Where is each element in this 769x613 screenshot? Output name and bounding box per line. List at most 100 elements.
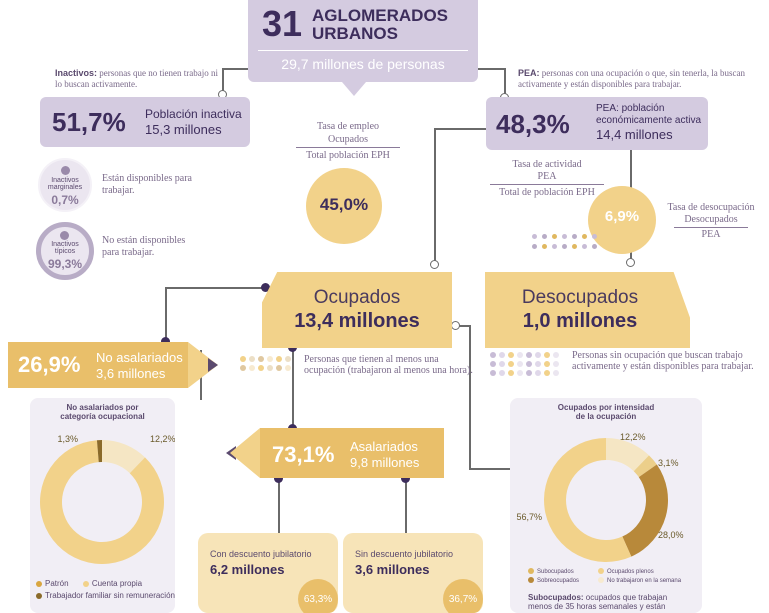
intensidad-footnote: Subocupados: ocupados que trabajan menos… xyxy=(528,593,693,611)
grid-dot xyxy=(542,244,547,249)
pea-label-line3: 14,4 millones xyxy=(596,127,673,142)
tasa-actividad: Tasa de actividad PEA Total de población… xyxy=(488,158,606,199)
grid-dot xyxy=(490,361,496,367)
tipicos-percent: 99,3% xyxy=(47,257,83,271)
grid-dot xyxy=(562,244,567,249)
fraction-line xyxy=(490,184,604,185)
no-asalariados-panel-title-2: categoría ocupacional xyxy=(60,412,145,421)
marginales-label-2: marginales xyxy=(47,184,83,191)
donut-slice xyxy=(633,455,657,478)
inactivos-definition-text: personas que no tienen trabajo ni lo bus… xyxy=(55,68,218,89)
header-title-line1: AGLOMERADOS xyxy=(312,6,448,25)
con-descuento-box: Con descuento jubilatorio 6,2 millones 6… xyxy=(198,533,338,613)
intensidad-donut: 12,2% 3,1% 28,0% 56,7% xyxy=(516,432,684,562)
no-asalariados-panel-title-1: No asalariados por xyxy=(66,403,139,412)
grid-dot xyxy=(508,361,514,367)
sin-descuento-circle: 36,7% xyxy=(443,579,483,613)
tasa-desocupacion-value: 6,9% xyxy=(604,208,640,225)
fraction-line xyxy=(296,147,400,148)
grid-dot xyxy=(490,352,496,358)
sin-descuento-title: Sin descuento jubilatorio xyxy=(355,549,454,559)
no-asalariados-legend: Patrón Cuenta propia Trabajador familiar… xyxy=(36,578,176,602)
grid-dot xyxy=(532,234,537,239)
intensidad-panel-title-2: de la ocupación xyxy=(575,412,637,421)
legend-swatch xyxy=(598,577,604,584)
marginales-circle: Inactivos marginales 0,7% xyxy=(38,158,92,212)
grid-dot xyxy=(535,352,541,358)
connector-dot xyxy=(401,474,410,483)
grid-dot xyxy=(499,370,505,376)
tasa-actividad-title: Tasa de actividad xyxy=(512,159,582,170)
legend-item: Ocupados plenos xyxy=(598,568,654,577)
legend-label: Subocupados xyxy=(537,569,574,575)
grid-dot xyxy=(562,234,567,239)
grid-dot xyxy=(532,244,537,249)
tipicos-label-2: típicos xyxy=(54,248,76,255)
donut-slice xyxy=(606,438,650,472)
inactivos-label-line1: Población inactiva xyxy=(145,107,242,121)
con-descuento-circle: 63,3% xyxy=(298,579,338,613)
tasa-empleo: Tasa de empleo Ocupados Total población … xyxy=(292,120,404,162)
legend-label: Sobreocupados xyxy=(537,578,580,584)
asalariados-label-line1: Asalariados xyxy=(350,439,418,454)
marginales-label-1: Inactivos xyxy=(51,177,79,184)
grid-dot xyxy=(535,361,541,367)
marginales-percent: 0,7% xyxy=(51,193,79,207)
pea-label-line1: PEA: población xyxy=(596,103,665,114)
legend-swatch xyxy=(528,577,534,584)
connector-dot xyxy=(626,258,635,267)
pea-label-line2: económicamente activa xyxy=(596,115,702,126)
pencil-body xyxy=(260,428,444,478)
pencil-tip xyxy=(230,428,260,478)
no-asalariados-label-line1: No asalariados xyxy=(96,350,183,365)
intensidad-legend: Subocupados Ocupados plenos Sobreocupado… xyxy=(528,568,698,586)
connector-dot xyxy=(274,474,283,483)
legend-swatch xyxy=(82,580,89,587)
marginales-text: Están disponibles para trabajar. xyxy=(102,173,192,196)
grid-dot xyxy=(572,234,577,239)
grid-dot xyxy=(508,352,514,358)
grid-dot xyxy=(517,352,523,358)
grid-dot xyxy=(526,352,532,358)
tasa-empleo-circle: 45,0% xyxy=(306,168,382,244)
legend-label: Cuenta propia xyxy=(91,579,143,588)
legend-item: Cuenta propia xyxy=(82,579,143,588)
grid-dot xyxy=(582,234,587,239)
donut-label: 3,1% xyxy=(658,458,679,468)
no-asalariados-donut: 12,2%86,5%1,3% xyxy=(39,434,175,564)
legend-item: Patrón xyxy=(36,579,69,588)
tipicos-text: No están disponibles para trabajar. xyxy=(102,235,186,258)
legend-label: Patrón xyxy=(45,579,69,588)
inactivos-box: 51,7% Población inactiva 15,3 millones xyxy=(40,97,250,147)
pea-percent: 48,3% xyxy=(496,109,570,139)
grid-dot xyxy=(499,352,505,358)
legend-item: Trabajador familiar sin remuneración xyxy=(36,591,175,600)
con-descuento-percent: 63,3% xyxy=(303,594,333,605)
intensidad-footnote-term: Subocupados: xyxy=(528,593,584,602)
donut-label: 12,2% xyxy=(620,432,646,442)
legend-label: No trabajaron en la semana xyxy=(607,578,682,584)
donut-label: 1,3% xyxy=(57,434,78,444)
grid-dot xyxy=(258,365,264,371)
con-descuento-value: 6,2 millones xyxy=(210,562,285,577)
grid-dot xyxy=(499,361,505,367)
grid-dot xyxy=(592,244,597,249)
desocupados-value: 1,0 millones xyxy=(522,310,638,332)
tasa-desocupacion-numerator: Desocupados xyxy=(684,214,738,225)
sin-descuento-box: Sin descuento jubilatorio 3,6 millones 3… xyxy=(343,533,483,613)
grid-dot xyxy=(276,365,282,371)
legend-item: Subocupados xyxy=(528,568,598,577)
grid-dot xyxy=(544,370,550,376)
tasa-desocupacion-title: Tasa de desocupación xyxy=(667,202,755,213)
pencil-body xyxy=(8,342,188,388)
ocupados-description: Personas que tienen al menos una ocupaci… xyxy=(304,354,473,376)
grid-dot xyxy=(544,361,550,367)
pea-box: 48,3% PEA: población económicamente acti… xyxy=(486,97,708,150)
donut-label: 12,2% xyxy=(150,434,175,444)
inactivos-definition-term: Inactivos: xyxy=(55,68,98,78)
donut-slice xyxy=(544,438,632,562)
sin-descuento-value: 3,6 millones xyxy=(355,562,430,577)
legend-label: Trabajador familiar sin remuneración xyxy=(45,591,175,600)
tasa-desocupacion-denominator: PEA xyxy=(701,229,721,240)
grid-dot xyxy=(592,234,597,239)
